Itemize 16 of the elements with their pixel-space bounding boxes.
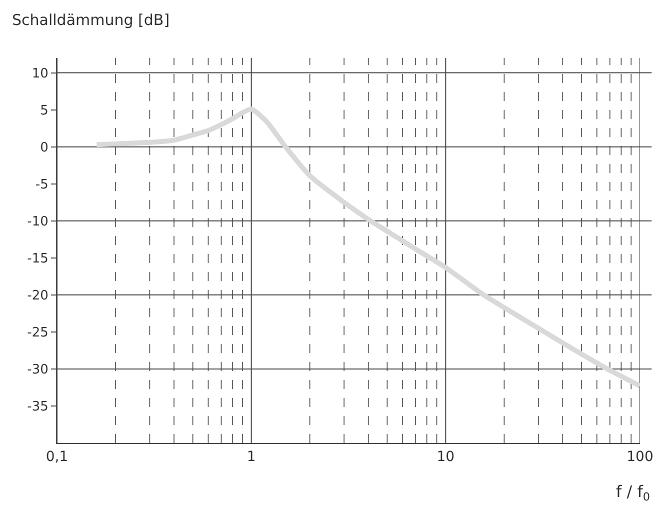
y-tick-label: -30 bbox=[27, 362, 48, 378]
y-tick-label: -25 bbox=[27, 325, 48, 340]
y-tick-label: 10 bbox=[32, 66, 48, 82]
y-tick-label: 0 bbox=[40, 140, 48, 156]
y-tick-label: -10 bbox=[27, 214, 48, 230]
x-tick-label: 0,1 bbox=[46, 448, 68, 465]
x-tick-label: 1 bbox=[246, 448, 256, 465]
y-tick-label: -35 bbox=[27, 400, 48, 415]
x-tick-label: 10 bbox=[436, 448, 455, 465]
y-tick-label: -20 bbox=[27, 288, 48, 304]
x-tick-label: 100 bbox=[626, 448, 654, 465]
y-tick-label: -5 bbox=[35, 177, 48, 192]
y-tick-label: -15 bbox=[27, 251, 48, 266]
x-axis-title: f / f$_{0}$ bbox=[616, 482, 650, 504]
y-tick-label: 5 bbox=[40, 103, 48, 118]
y-axis-title: Schalldämmung [dB] bbox=[12, 11, 170, 29]
